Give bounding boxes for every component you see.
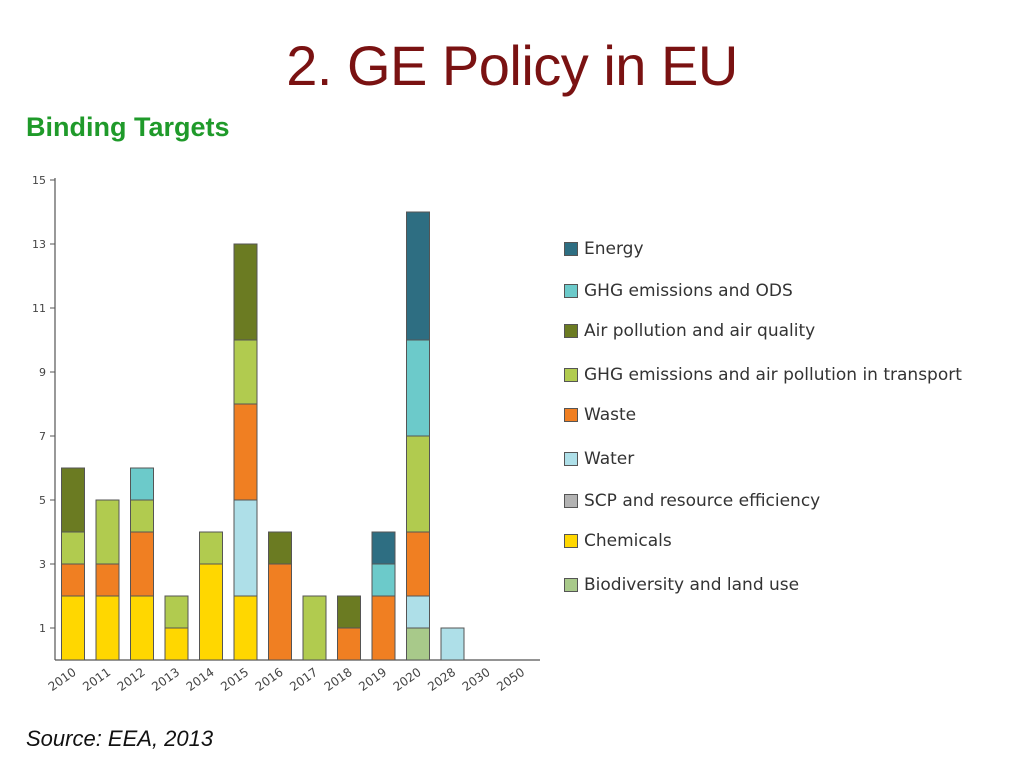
legend-swatch (564, 368, 578, 382)
y-tick-label: 11 (32, 302, 46, 315)
x-tick-label: 2018 (322, 665, 355, 694)
legend-item: Waste (564, 404, 636, 426)
legend-label: GHG emissions and ODS (584, 281, 793, 301)
y-tick-label: 15 (32, 174, 46, 187)
x-tick-label: 2050 (494, 665, 527, 694)
legend-item: GHG emissions and air pollution in trans… (564, 364, 962, 386)
x-tick-label: 2016 (253, 665, 286, 694)
bar-segment (164, 595, 189, 629)
legend-item: Water (564, 448, 634, 470)
bar-segment (164, 627, 189, 661)
legend-label: Air pollution and air quality (584, 321, 816, 341)
x-tick-label: 2014 (184, 665, 217, 694)
bar-segment (199, 563, 223, 661)
x-tick-label: 2030 (460, 665, 493, 694)
bar-segment (371, 595, 396, 661)
source-citation: Source: EEA, 2013 (26, 726, 214, 751)
x-tick-label: 2012 (115, 665, 148, 694)
bar-segment (337, 595, 361, 629)
x-tick-label: 2020 (391, 665, 424, 694)
bar-segment (199, 531, 223, 565)
y-tick-label: 7 (39, 430, 46, 443)
legend-item: GHG emissions and ODS (564, 280, 793, 302)
y-tick-label: 13 (32, 238, 46, 251)
bar-segment (233, 595, 258, 661)
legend-swatch (564, 494, 578, 508)
y-tick-label: 9 (39, 366, 46, 379)
legend-item: SCP and resource efficiency (564, 490, 820, 512)
slide-title: 2. GE Policy in EU (286, 34, 738, 97)
bar-segment (406, 435, 430, 533)
bar-segment (233, 403, 258, 501)
bar-segment (130, 531, 154, 597)
bar-segment (130, 467, 154, 501)
bar-segment (61, 467, 85, 533)
bar-segment (61, 563, 85, 597)
bar-segment (440, 627, 465, 661)
bar-segment (406, 627, 430, 661)
bar-segment (61, 531, 85, 565)
x-tick-label: 2019 (356, 665, 389, 694)
bar-segment (61, 595, 85, 661)
legend-item: Air pollution and air quality (564, 320, 815, 342)
x-tick-label: 2013 (149, 665, 182, 694)
legend-label: Biodiversity and land use (584, 575, 800, 595)
legend-swatch (564, 534, 578, 548)
legend-label: Energy (584, 239, 644, 259)
bar-segment (406, 339, 430, 437)
legend-item: Biodiversity and land use (564, 574, 799, 596)
legend-item: Energy (564, 238, 644, 260)
chart-bars (61, 211, 465, 661)
legend-swatch (564, 242, 578, 256)
legend-swatch (564, 452, 578, 466)
x-tick-label: 2011 (80, 665, 113, 694)
legend-label: Water (584, 449, 635, 469)
bar-segment (406, 531, 430, 597)
bar-segment (233, 339, 258, 405)
legend-swatch (564, 578, 578, 592)
bar-segment (95, 499, 120, 565)
legend-label: SCP and resource efficiency (584, 491, 821, 511)
x-tick-label: 2010 (46, 665, 79, 694)
legend-swatch (564, 408, 578, 422)
bar-segment (406, 595, 430, 629)
bar-segment (95, 563, 120, 597)
bar-segment (130, 595, 154, 661)
y-tick-label: 3 (39, 558, 46, 571)
legend-item: Chemicals (564, 530, 672, 552)
legend-label: Waste (584, 405, 637, 425)
bar-segment (337, 627, 361, 661)
y-tick-label: 1 (39, 622, 46, 635)
legend-swatch (564, 324, 578, 338)
legend-label: Chemicals (584, 531, 672, 551)
x-tick-label: 2028 (425, 665, 458, 694)
bar-segment (130, 499, 154, 533)
chart-subtitle: Binding Targets (26, 112, 230, 142)
bar-segment (95, 595, 120, 661)
bar-segment (406, 211, 430, 341)
x-tick-label: 2017 (287, 665, 320, 694)
bar-segment (371, 563, 396, 597)
legend-swatch (564, 284, 578, 298)
bar-segment (268, 563, 292, 661)
legend-label: GHG emissions and air pollution in trans… (584, 365, 962, 385)
y-tick-label: 5 (39, 494, 46, 507)
bar-segment (371, 531, 396, 565)
x-tick-label: 2015 (218, 665, 251, 694)
bar-segment (302, 595, 327, 661)
chart-axes (50, 178, 540, 661)
bar-segment (268, 531, 292, 565)
bar-segment (233, 499, 258, 597)
bar-segment (233, 243, 258, 341)
